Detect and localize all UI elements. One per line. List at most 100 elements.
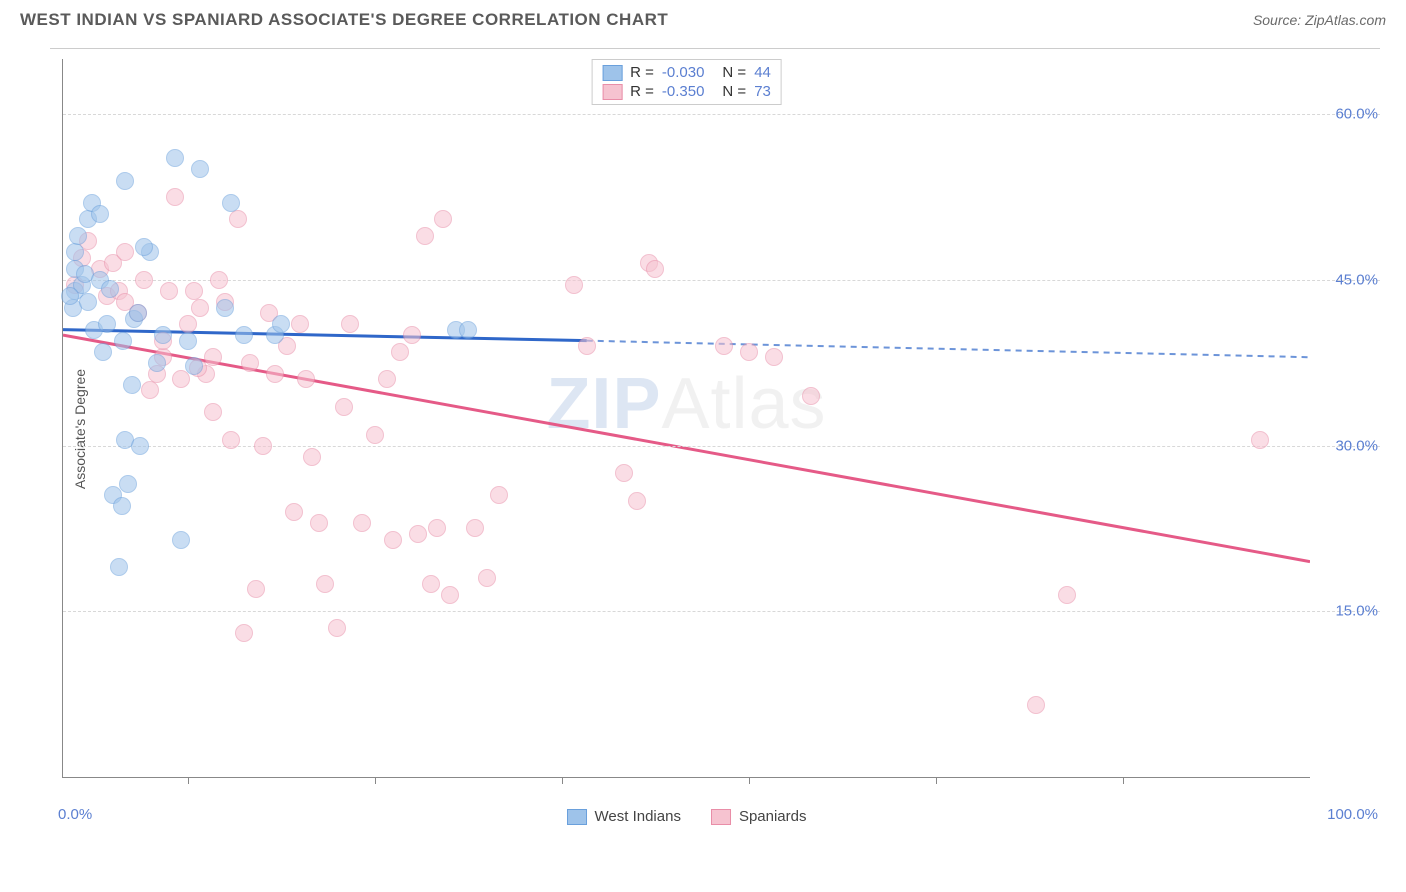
data-point bbox=[434, 210, 452, 228]
data-point bbox=[116, 172, 134, 190]
watermark-thin: Atlas bbox=[661, 364, 826, 444]
data-point bbox=[802, 387, 820, 405]
data-point bbox=[179, 332, 197, 350]
data-point bbox=[353, 514, 371, 532]
data-point bbox=[459, 321, 477, 339]
data-point bbox=[98, 315, 116, 333]
watermark-bold: ZIP bbox=[546, 364, 661, 444]
stat-r-label: R = bbox=[630, 83, 654, 100]
legend-item: West Indians bbox=[567, 808, 681, 825]
data-point bbox=[297, 370, 315, 388]
data-point bbox=[366, 426, 384, 444]
data-point bbox=[310, 514, 328, 532]
legend-swatch bbox=[567, 809, 587, 825]
data-point bbox=[646, 260, 664, 278]
chart-container: Associate's Degree ZIPAtlas R = -0.030N … bbox=[50, 48, 1380, 808]
gridline bbox=[63, 611, 1380, 612]
data-point bbox=[466, 519, 484, 537]
stat-r-label: R = bbox=[630, 64, 654, 81]
data-point bbox=[113, 497, 131, 515]
data-point bbox=[66, 243, 84, 261]
data-point bbox=[428, 519, 446, 537]
data-point bbox=[160, 282, 178, 300]
stats-row: R = -0.350N = 73 bbox=[602, 82, 771, 101]
data-point bbox=[69, 227, 87, 245]
data-point bbox=[110, 558, 128, 576]
data-point bbox=[135, 271, 153, 289]
data-point bbox=[715, 337, 733, 355]
data-point bbox=[141, 381, 159, 399]
x-tick bbox=[375, 777, 376, 784]
x-axis-max-label: 100.0% bbox=[1327, 806, 1378, 823]
data-point bbox=[628, 492, 646, 510]
data-point bbox=[384, 531, 402, 549]
data-point bbox=[204, 403, 222, 421]
data-point bbox=[740, 343, 758, 361]
legend-item: Spaniards bbox=[711, 808, 807, 825]
stat-r-value: -0.030 bbox=[662, 64, 705, 81]
data-point bbox=[422, 575, 440, 593]
series-legend: West Indians Spaniards bbox=[567, 808, 807, 825]
data-point bbox=[303, 448, 321, 466]
stat-r-value: -0.350 bbox=[662, 83, 705, 100]
x-tick bbox=[936, 777, 937, 784]
data-point bbox=[765, 348, 783, 366]
plot-area: ZIPAtlas R = -0.030N = 44R = -0.350N = 7… bbox=[62, 59, 1310, 778]
data-point bbox=[578, 337, 596, 355]
data-point bbox=[101, 280, 119, 298]
stat-n-value: 44 bbox=[754, 64, 771, 81]
data-point bbox=[216, 299, 234, 317]
data-point bbox=[1027, 696, 1045, 714]
data-point bbox=[191, 299, 209, 317]
data-point bbox=[222, 194, 240, 212]
data-point bbox=[131, 437, 149, 455]
data-point bbox=[490, 486, 508, 504]
data-point bbox=[341, 315, 359, 333]
data-point bbox=[94, 343, 112, 361]
x-tick bbox=[749, 777, 750, 784]
data-point bbox=[119, 475, 137, 493]
x-tick bbox=[1123, 777, 1124, 784]
data-point bbox=[148, 354, 166, 372]
data-point bbox=[229, 210, 247, 228]
data-point bbox=[204, 348, 222, 366]
data-point bbox=[416, 227, 434, 245]
data-point bbox=[185, 357, 203, 375]
data-point bbox=[328, 619, 346, 637]
data-point bbox=[247, 580, 265, 598]
data-point bbox=[272, 315, 290, 333]
data-point bbox=[191, 160, 209, 178]
data-point bbox=[179, 315, 197, 333]
x-tick bbox=[562, 777, 563, 784]
stat-n-label: N = bbox=[722, 83, 746, 100]
data-point bbox=[291, 315, 309, 333]
data-point bbox=[91, 205, 109, 223]
chart-title: WEST INDIAN VS SPANIARD ASSOCIATE'S DEGR… bbox=[20, 10, 668, 30]
data-point bbox=[185, 282, 203, 300]
y-tick-label: 30.0% bbox=[1318, 437, 1378, 454]
stats-legend: R = -0.030N = 44R = -0.350N = 73 bbox=[591, 59, 782, 105]
data-point bbox=[114, 332, 132, 350]
data-point bbox=[266, 365, 284, 383]
data-point bbox=[285, 503, 303, 521]
data-point bbox=[335, 398, 353, 416]
data-point bbox=[116, 243, 134, 261]
y-tick-label: 45.0% bbox=[1318, 271, 1378, 288]
data-point bbox=[172, 531, 190, 549]
data-point bbox=[222, 431, 240, 449]
data-point bbox=[378, 370, 396, 388]
legend-swatch bbox=[602, 84, 622, 100]
data-point bbox=[235, 624, 253, 642]
data-point bbox=[129, 304, 147, 322]
legend-swatch bbox=[602, 65, 622, 81]
data-point bbox=[166, 188, 184, 206]
data-point bbox=[409, 525, 427, 543]
data-point bbox=[210, 271, 228, 289]
data-point bbox=[1058, 586, 1076, 604]
legend-label: Spaniards bbox=[739, 808, 807, 825]
y-tick-label: 15.0% bbox=[1318, 603, 1378, 620]
data-point bbox=[565, 276, 583, 294]
data-point bbox=[316, 575, 334, 593]
data-point bbox=[61, 287, 79, 305]
legend-swatch bbox=[711, 809, 731, 825]
